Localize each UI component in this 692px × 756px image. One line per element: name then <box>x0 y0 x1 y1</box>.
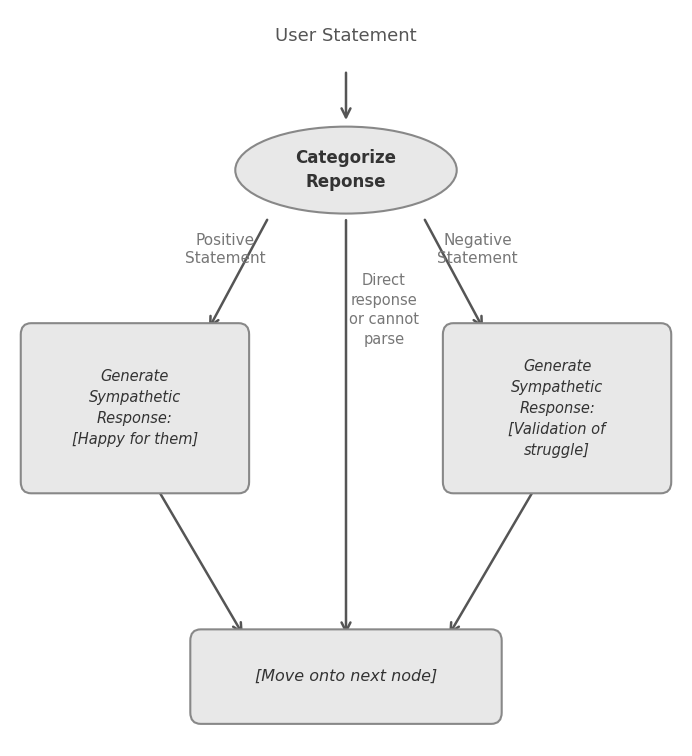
Text: Generate
Sympathetic
Response:
[Happy for them]: Generate Sympathetic Response: [Happy fo… <box>72 369 198 448</box>
Text: Negative
Statement: Negative Statement <box>437 234 518 265</box>
Text: Direct
response
or cannot
parse: Direct response or cannot parse <box>349 273 419 347</box>
Text: User Statement: User Statement <box>275 27 417 45</box>
Text: Positive
Statement: Positive Statement <box>185 234 265 265</box>
FancyBboxPatch shape <box>443 324 671 493</box>
Ellipse shape <box>235 127 457 214</box>
FancyBboxPatch shape <box>21 324 249 493</box>
Text: Categorize
Reponse: Categorize Reponse <box>295 149 397 191</box>
Text: [Move onto next node]: [Move onto next node] <box>255 669 437 684</box>
Text: Generate
Sympathetic
Response:
[Validation of
struggle]: Generate Sympathetic Response: [Validati… <box>509 359 606 457</box>
FancyBboxPatch shape <box>190 629 502 724</box>
